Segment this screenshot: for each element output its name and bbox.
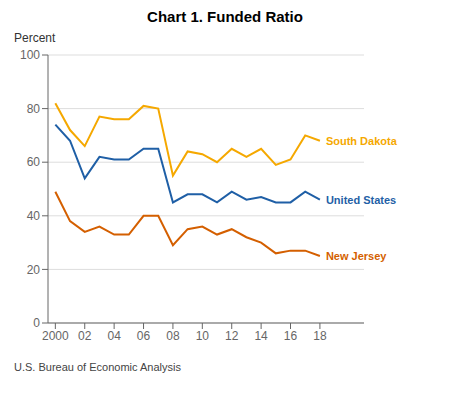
svg-text:14: 14 — [254, 329, 268, 343]
svg-text:60: 60 — [27, 155, 41, 169]
svg-text:06: 06 — [137, 329, 151, 343]
svg-text:12: 12 — [225, 329, 239, 343]
svg-text:04: 04 — [107, 329, 121, 343]
svg-text:08: 08 — [166, 329, 180, 343]
svg-text:40: 40 — [27, 209, 41, 223]
svg-text:80: 80 — [27, 102, 41, 116]
svg-text:New Jersey: New Jersey — [326, 250, 387, 262]
svg-text:16: 16 — [284, 329, 298, 343]
svg-text:20: 20 — [27, 263, 41, 277]
svg-text:South Dakota: South Dakota — [326, 135, 398, 147]
svg-text:2000: 2000 — [42, 329, 69, 343]
svg-text:100: 100 — [20, 48, 40, 62]
svg-text:18: 18 — [313, 329, 327, 343]
html-text:U.S. Bureau of Economic Analys: U.S. Bureau of Economic Analysis — [14, 361, 181, 373]
svg-text:United States: United States — [326, 194, 396, 206]
html-text:Chart 1. Funded Ratio: Chart 1. Funded Ratio — [147, 8, 303, 25]
html-text:Percent: Percent — [14, 31, 56, 45]
svg-text:0: 0 — [33, 316, 40, 330]
svg-text:02: 02 — [78, 329, 92, 343]
svg-text:10: 10 — [196, 329, 210, 343]
